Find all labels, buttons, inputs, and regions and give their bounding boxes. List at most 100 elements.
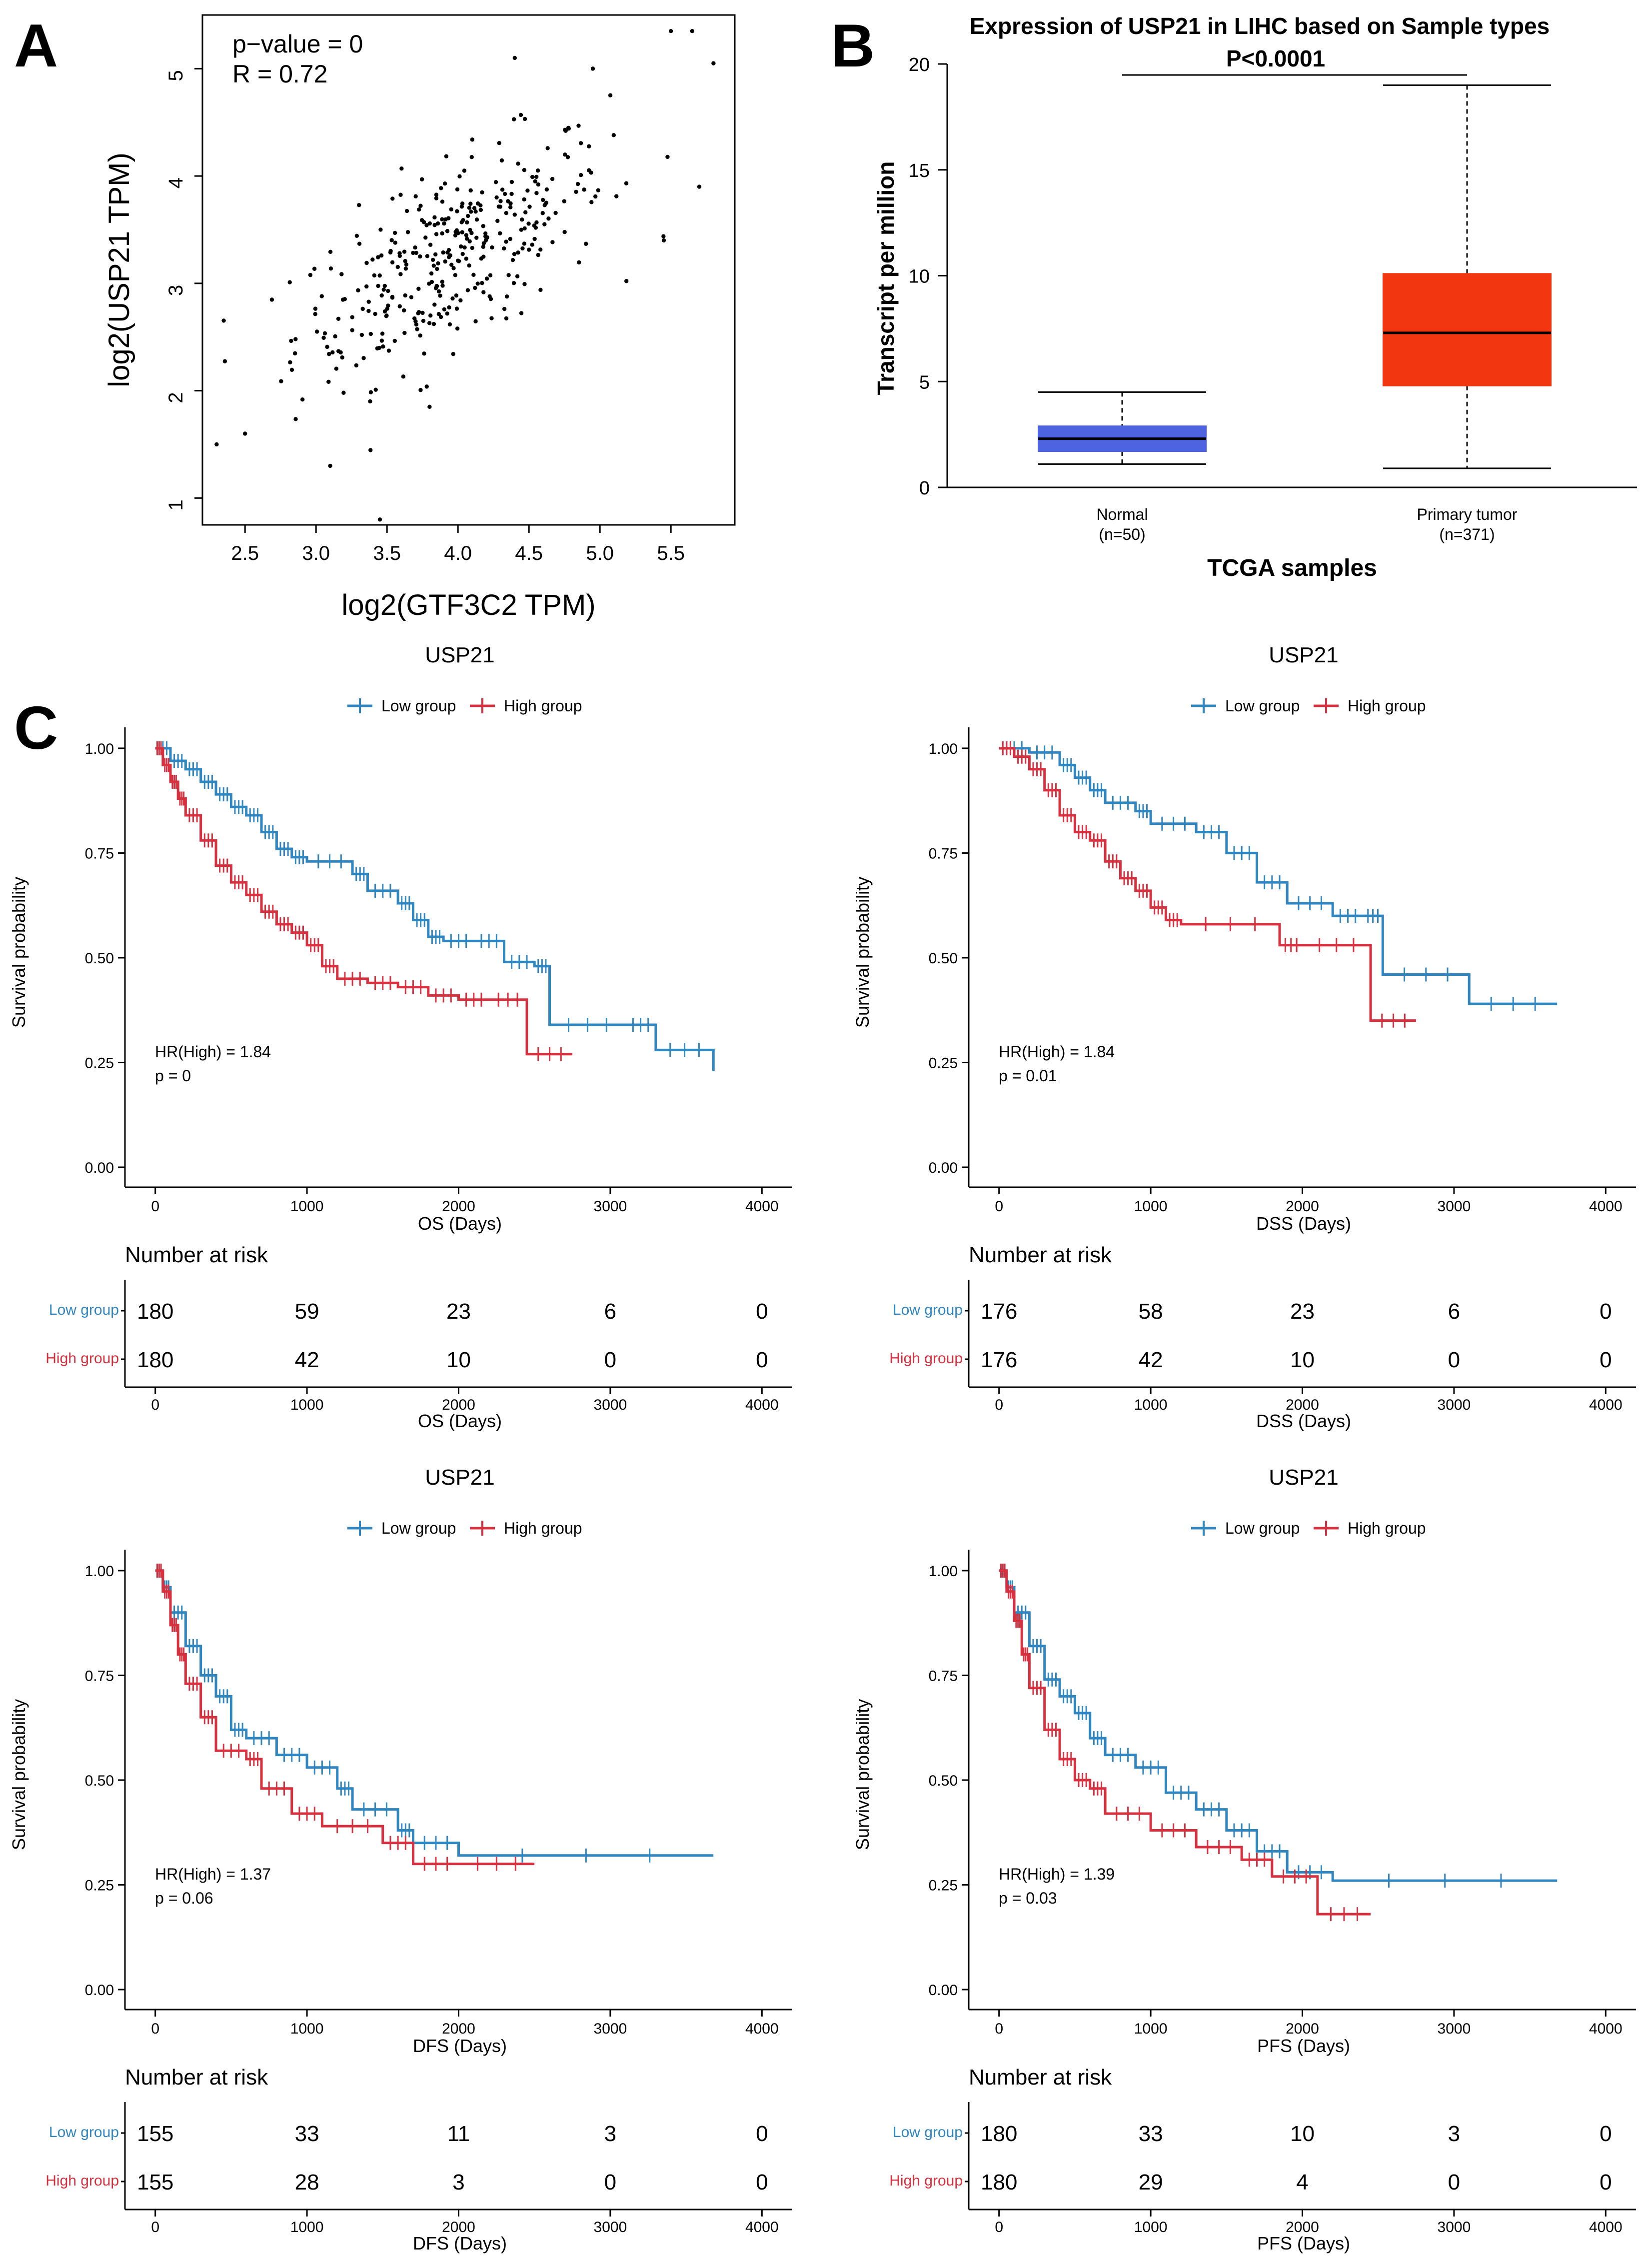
scatter-point [445,311,449,316]
scatter-point [379,338,384,343]
scatter-point [550,176,555,181]
scatter-point [357,241,362,246]
scatter-point [370,257,375,262]
scatter-point [390,294,395,299]
scatter-point [536,252,540,257]
risk-count: 11 [447,2122,470,2146]
scatter-point [431,321,436,326]
x-axis-label: TCGA samples [1207,555,1377,581]
scatter-point [446,216,451,220]
scatter-point [589,200,594,204]
scatter-point [293,351,297,356]
scatter-point [449,207,453,212]
scatter-point [429,279,434,284]
y-tick-label: 0.75 [929,1668,958,1684]
y-tick-label: 0.25 [85,1877,114,1894]
legend-label: High group [504,1519,582,1537]
risk-count: 0 [604,2170,616,2195]
x-tick-label: 4.5 [515,542,543,564]
y-tick-label: 2 [165,392,187,403]
legend-label: High group [1348,697,1426,715]
scatter-point [608,93,613,97]
scatter-point [527,247,531,252]
scatter-point [489,316,494,320]
scatter-point [319,294,324,298]
risk-count: 33 [295,2122,319,2146]
scatter-point [418,333,422,338]
scatter-point [690,29,695,33]
km-curve-high [999,1569,1371,1916]
scatter-point [518,112,523,117]
scatter-point [328,266,333,271]
risk-table-title: Number at risk [125,1243,268,1267]
risk-count: 0 [756,1348,768,1372]
scatter-point [376,283,380,288]
risk-count: 23 [446,1299,471,1324]
scatter-point [435,221,440,226]
scatter-point [350,315,354,319]
scatter-point [389,238,394,242]
scatter-point [430,257,435,262]
scatter-point [516,250,520,255]
scatter-point [535,168,540,173]
scatter-point [289,338,293,343]
risk-x-tick-label: 4000 [745,2219,779,2236]
scatter-plot-frame [201,14,736,526]
hazard-ratio-label: HR(High) = 1.84 [155,1043,271,1061]
scatter-point [373,311,377,316]
scatter-point [473,285,477,290]
scatter-point [455,326,460,331]
scatter-point [522,282,527,286]
risk-x-tick-label: 4000 [1589,2219,1623,2236]
scatter-point [356,288,360,292]
scatter-point [520,217,524,222]
category-count-label: (n=50) [1099,525,1145,543]
scatter-point [425,254,430,258]
scatter-point [450,296,455,301]
scatter-point [593,194,598,199]
x-tick-label: 0 [995,1198,1003,1215]
scatter-point [493,180,498,184]
risk-count: 6 [1448,1299,1460,1324]
scatter-point [498,231,502,235]
y-tick-label: 3 [165,285,187,296]
scatter-point [427,321,432,325]
km-panel-1: USP21 Low group High group 0.00 0.25 0.50 0.75… [8,643,792,1431]
scatter-point [336,316,341,321]
risk-table-title: Number at risk [125,2065,268,2090]
scatter-point [445,250,450,255]
scatter-point [470,137,475,142]
scatter-point [624,279,629,283]
scatter-point [475,281,480,286]
scatter-point [221,318,226,323]
risk-count: 0 [1600,2122,1612,2146]
y-tick-label: 0.25 [929,1055,958,1071]
scatter-point [490,245,494,250]
scatter-point [465,288,470,292]
scatter-point [436,289,441,294]
risk-count: 180 [981,2170,1017,2195]
scatter-point [472,206,477,210]
scatter-point [243,431,247,436]
scatter-point [498,199,503,203]
risk-count: 3 [1448,2122,1460,2146]
x-tick-label: 2000 [1286,2021,1319,2037]
scatter-point [458,244,463,249]
y-tick-label: 5 [919,372,930,393]
scatter-point [584,241,588,246]
scatter-point [405,230,410,234]
category-label: Normal [1096,505,1148,523]
scatter-point [577,260,581,265]
scatter-point [503,191,507,196]
scatter-point [342,297,347,301]
km-curve-low [999,1569,1558,1882]
x-tick-label: 2000 [442,2021,475,2037]
x-tick-label: 1000 [1134,2021,1168,2037]
scatter-point [418,388,423,392]
scatter-point [481,224,485,228]
y-tick-label: 0.25 [929,1877,958,1894]
scatter-point [475,201,480,206]
scatter-point [436,261,440,266]
scatter-point [377,345,382,350]
